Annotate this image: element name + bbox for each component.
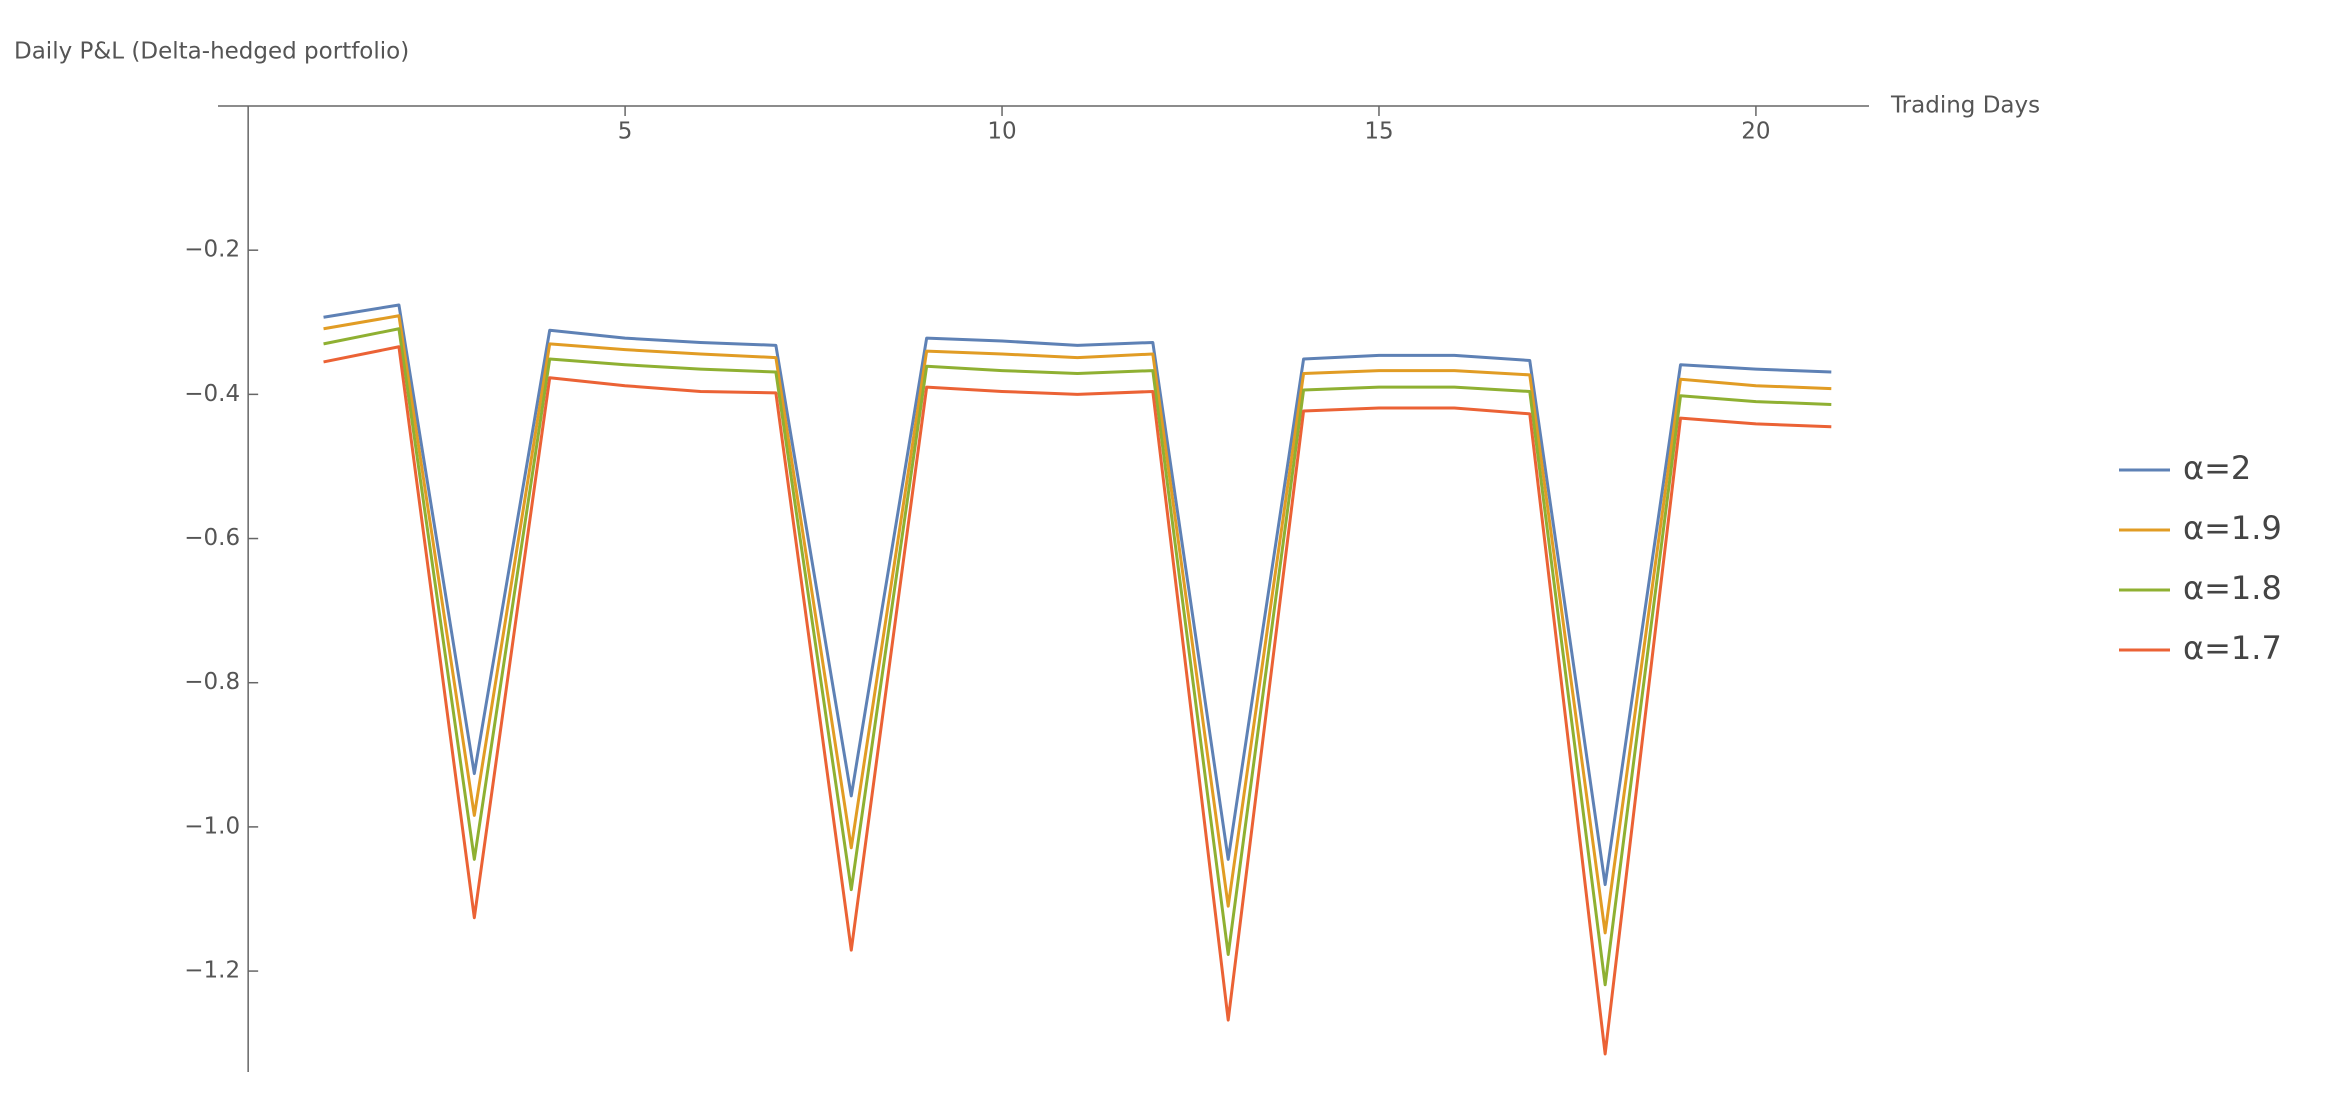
series-line (323, 327, 1832, 987)
x-tick-label: 10 (987, 119, 1016, 145)
series-line (323, 303, 1832, 887)
y-tick-label: −0.8 (184, 669, 240, 695)
chart-title: Daily P&L (Delta-hedged portfolio) (14, 39, 409, 65)
y-tick-label: −1.2 (184, 958, 240, 984)
legend-label: α=2 (2183, 449, 2251, 487)
x-tick-label: 20 (1741, 119, 1770, 145)
y-tick-label: −0.6 (184, 525, 240, 551)
series-line (323, 345, 1832, 1056)
legend-label: α=1.8 (2183, 569, 2282, 607)
x-tick-label: 5 (618, 119, 633, 145)
legend-label: α=1.9 (2183, 509, 2282, 547)
y-tick-label: −1.0 (184, 813, 240, 839)
y-tick-label: −0.4 (184, 381, 240, 407)
x-tick-label: 15 (1364, 119, 1393, 145)
x-axis-label: Trading Days (1890, 93, 2040, 119)
series-line (323, 314, 1832, 935)
legend-label: α=1.7 (2183, 629, 2282, 667)
y-tick-label: −0.2 (184, 237, 240, 263)
